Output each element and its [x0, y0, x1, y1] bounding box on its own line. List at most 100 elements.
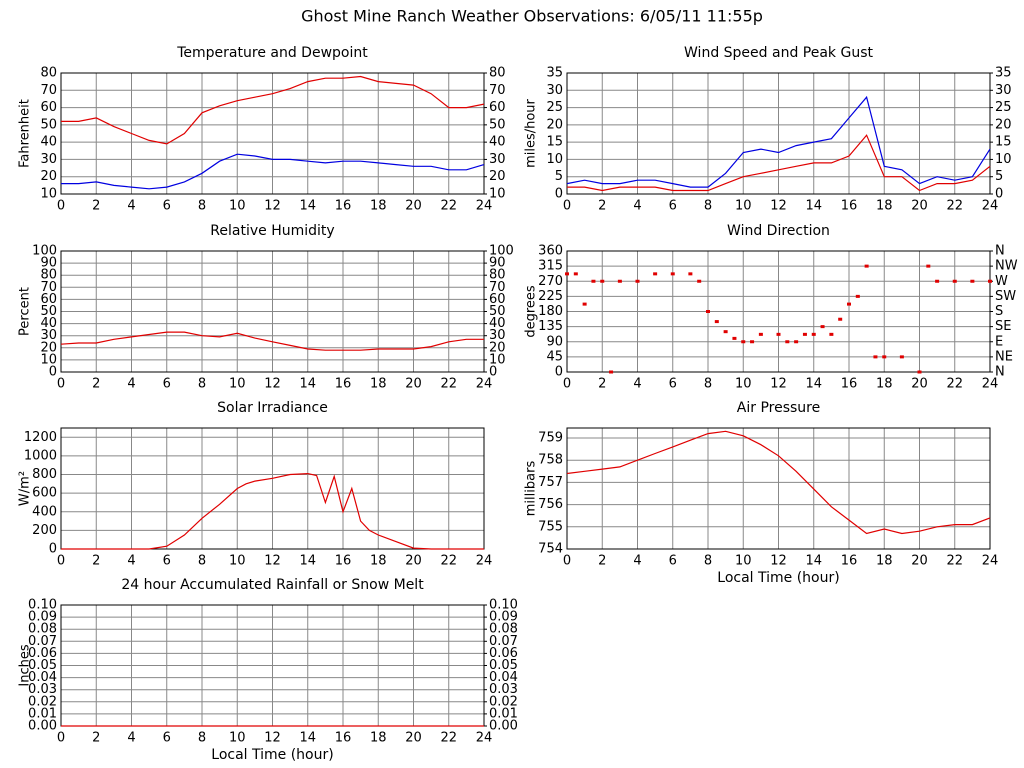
- chart-title: 24 hour Accumulated Rainfall or Snow Mel…: [121, 577, 424, 593]
- x-tick-label: 4: [633, 554, 641, 569]
- y2-tick-label: 50: [489, 304, 506, 319]
- x-tick-label: 4: [633, 377, 641, 392]
- y-axis-label: Fahrenheit: [18, 99, 33, 168]
- y-tick-label: 0: [49, 365, 57, 380]
- x-tick-label: 0: [563, 377, 571, 392]
- x-tick-label: 24: [982, 199, 999, 214]
- x-tick-label: 16: [841, 554, 858, 569]
- data-point: [688, 272, 693, 276]
- x-tick-label: 6: [669, 199, 677, 214]
- x-tick-label: 12: [264, 731, 281, 746]
- x-tick-label: 24: [476, 377, 493, 392]
- x-tick-label: 18: [370, 377, 387, 392]
- y2-tick-label: 20: [489, 169, 506, 184]
- y-tick-label: 270: [538, 274, 563, 289]
- data-point: [617, 279, 622, 283]
- y-tick-label: 90: [546, 334, 563, 349]
- chart-title: Wind Direction: [727, 223, 830, 239]
- x-tick-label: 0: [563, 554, 571, 569]
- x-tick-label: 14: [299, 731, 316, 746]
- y2-tick-label: 20: [489, 340, 506, 355]
- y-tick-label: 100: [32, 244, 57, 259]
- x-tick-label: 0: [57, 731, 65, 746]
- data-point: [600, 279, 605, 283]
- y-tick-label: 0.07: [28, 634, 57, 649]
- y-tick-label: 10: [40, 187, 57, 202]
- x-tick-label: 20: [405, 554, 422, 569]
- plot-frame: [566, 250, 991, 373]
- y2-tick-label: 10: [995, 152, 1012, 167]
- x-tick-label: 10: [229, 554, 246, 569]
- y-tick-label: 135: [538, 319, 563, 334]
- x-tick-label: 2: [92, 731, 100, 746]
- x-tick-label: 14: [299, 554, 316, 569]
- x-tick-label: 6: [669, 554, 677, 569]
- y-tick-label: 315: [538, 259, 563, 274]
- x-tick-label: 8: [704, 377, 712, 392]
- data-point: [565, 272, 569, 276]
- x-tick-label: 8: [198, 731, 206, 746]
- y-tick-label: 200: [32, 523, 57, 538]
- y-tick-label: 757: [538, 475, 563, 490]
- y-axis-label: W/m²: [18, 471, 33, 506]
- y2-tick-label: 0.03: [489, 682, 518, 697]
- y2-tick-label: 70: [489, 83, 506, 98]
- x-tick-label: 20: [405, 731, 422, 746]
- y-tick-label: 40: [40, 135, 57, 150]
- data-point: [670, 272, 675, 276]
- x-tick-label: 10: [735, 199, 752, 214]
- x-tick-label: 8: [198, 554, 206, 569]
- x-tick-label: 12: [770, 554, 787, 569]
- y2-tick-label: W: [995, 274, 1008, 289]
- y-tick-label: 0.09: [28, 610, 57, 625]
- y2-tick-label: N: [995, 365, 1005, 380]
- x-tick-label: 22: [440, 731, 457, 746]
- x-tick-label: 4: [127, 377, 135, 392]
- y2-tick-label: 0.10: [489, 598, 518, 613]
- y2-tick-label: 30: [489, 328, 506, 343]
- y-tick-label: 70: [40, 83, 57, 98]
- x-tick-label: 20: [911, 554, 928, 569]
- y-tick-label: 0: [555, 365, 563, 380]
- y-tick-label: 30: [546, 83, 563, 98]
- y-tick-label: 25: [546, 100, 563, 115]
- y2-tick-label: 0.00: [489, 719, 518, 734]
- x-tick-label: 0: [563, 199, 571, 214]
- y-tick-label: 756: [538, 497, 563, 512]
- data-point: [838, 317, 843, 321]
- y2-tick-label: 0.05: [489, 658, 518, 673]
- data-point: [864, 264, 869, 268]
- y-tick-label: 80: [40, 66, 57, 81]
- y-tick-label: 80: [40, 268, 57, 283]
- y-axis-label: Percent: [18, 287, 33, 336]
- data-point: [697, 279, 702, 283]
- y-tick-label: 0.08: [28, 622, 57, 637]
- x-tick-label: 18: [876, 199, 893, 214]
- data-line: [61, 472, 484, 550]
- data-point: [855, 294, 860, 298]
- y-tick-label: 180: [538, 304, 563, 319]
- x-tick-label: 2: [92, 199, 100, 214]
- x-tick-label: 16: [335, 554, 352, 569]
- x-tick-label: 12: [264, 377, 281, 392]
- y-tick-label: 10: [40, 352, 57, 367]
- y-tick-label: 70: [40, 280, 57, 295]
- y2-tick-label: SE: [995, 319, 1011, 334]
- y2-tick-label: NE: [995, 349, 1013, 364]
- data-point: [750, 340, 755, 344]
- y2-tick-label: 80: [489, 268, 506, 283]
- x-tick-label: 6: [163, 199, 171, 214]
- x-tick-label: 16: [335, 731, 352, 746]
- x-tick-label: 18: [370, 554, 387, 569]
- y-axis-label: degrees: [524, 285, 539, 338]
- y2-tick-label: E: [995, 334, 1003, 349]
- y2-tick-label: 0: [489, 365, 497, 380]
- y-tick-label: 758: [538, 453, 563, 468]
- y-tick-label: 30: [40, 152, 57, 167]
- data-point: [582, 302, 587, 306]
- x-tick-label: 10: [229, 731, 246, 746]
- x-tick-label: 14: [299, 377, 316, 392]
- y2-tick-label: 30: [489, 152, 506, 167]
- y-tick-label: 600: [32, 486, 57, 501]
